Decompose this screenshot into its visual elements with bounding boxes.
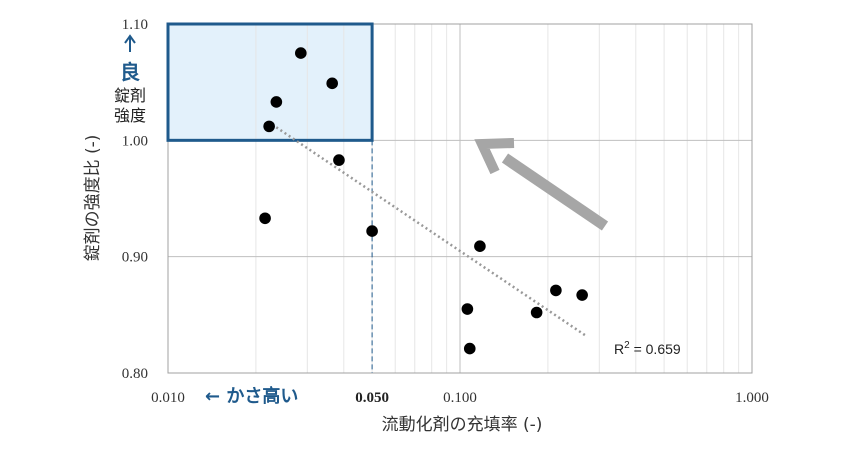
r-squared-label: R2 = 0.659 [614, 340, 681, 357]
highlight-region-border [166, 22, 374, 142]
data-point [366, 225, 378, 237]
y-tick-label: 0.80 [122, 366, 148, 382]
x-axis-label: 流動化剤の充填率 (-) [382, 415, 543, 435]
up-arrowhead-icon [124, 34, 136, 44]
bulky-label: ← かさ高い [205, 385, 298, 407]
y-axis-label: 錠剤の強度比 (-) [83, 135, 103, 262]
data-point [550, 284, 562, 297]
trendline [267, 120, 587, 337]
data-point [295, 47, 307, 59]
y-tick-label: 1.10 [122, 17, 148, 33]
data-point [259, 212, 271, 225]
x-tick-label: 0.050 [355, 390, 389, 406]
good-label-line2: 強度 [114, 106, 146, 125]
good-label-line1: 錠剤 [114, 86, 146, 105]
x-tick-label: 0.100 [443, 390, 477, 406]
data-point [530, 306, 543, 319]
data-point [326, 77, 338, 90]
data-point [463, 342, 476, 355]
x-tick-label: 0.010 [151, 390, 185, 406]
data-point [474, 240, 486, 252]
improvement-arrow-icon [501, 153, 609, 231]
y-tick-label: 0.90 [122, 250, 148, 266]
data-point [461, 303, 474, 315]
x-tick-label: 1.000 [735, 390, 769, 406]
improvement-arrowhead-icon [474, 138, 515, 175]
data-point [270, 96, 283, 108]
good-mark: 良 [120, 60, 140, 84]
data-point [333, 154, 345, 166]
plot-frame [167, 23, 753, 374]
data-point [263, 120, 275, 133]
y-tick-label: 1.00 [122, 133, 148, 149]
data-point [576, 289, 588, 301]
